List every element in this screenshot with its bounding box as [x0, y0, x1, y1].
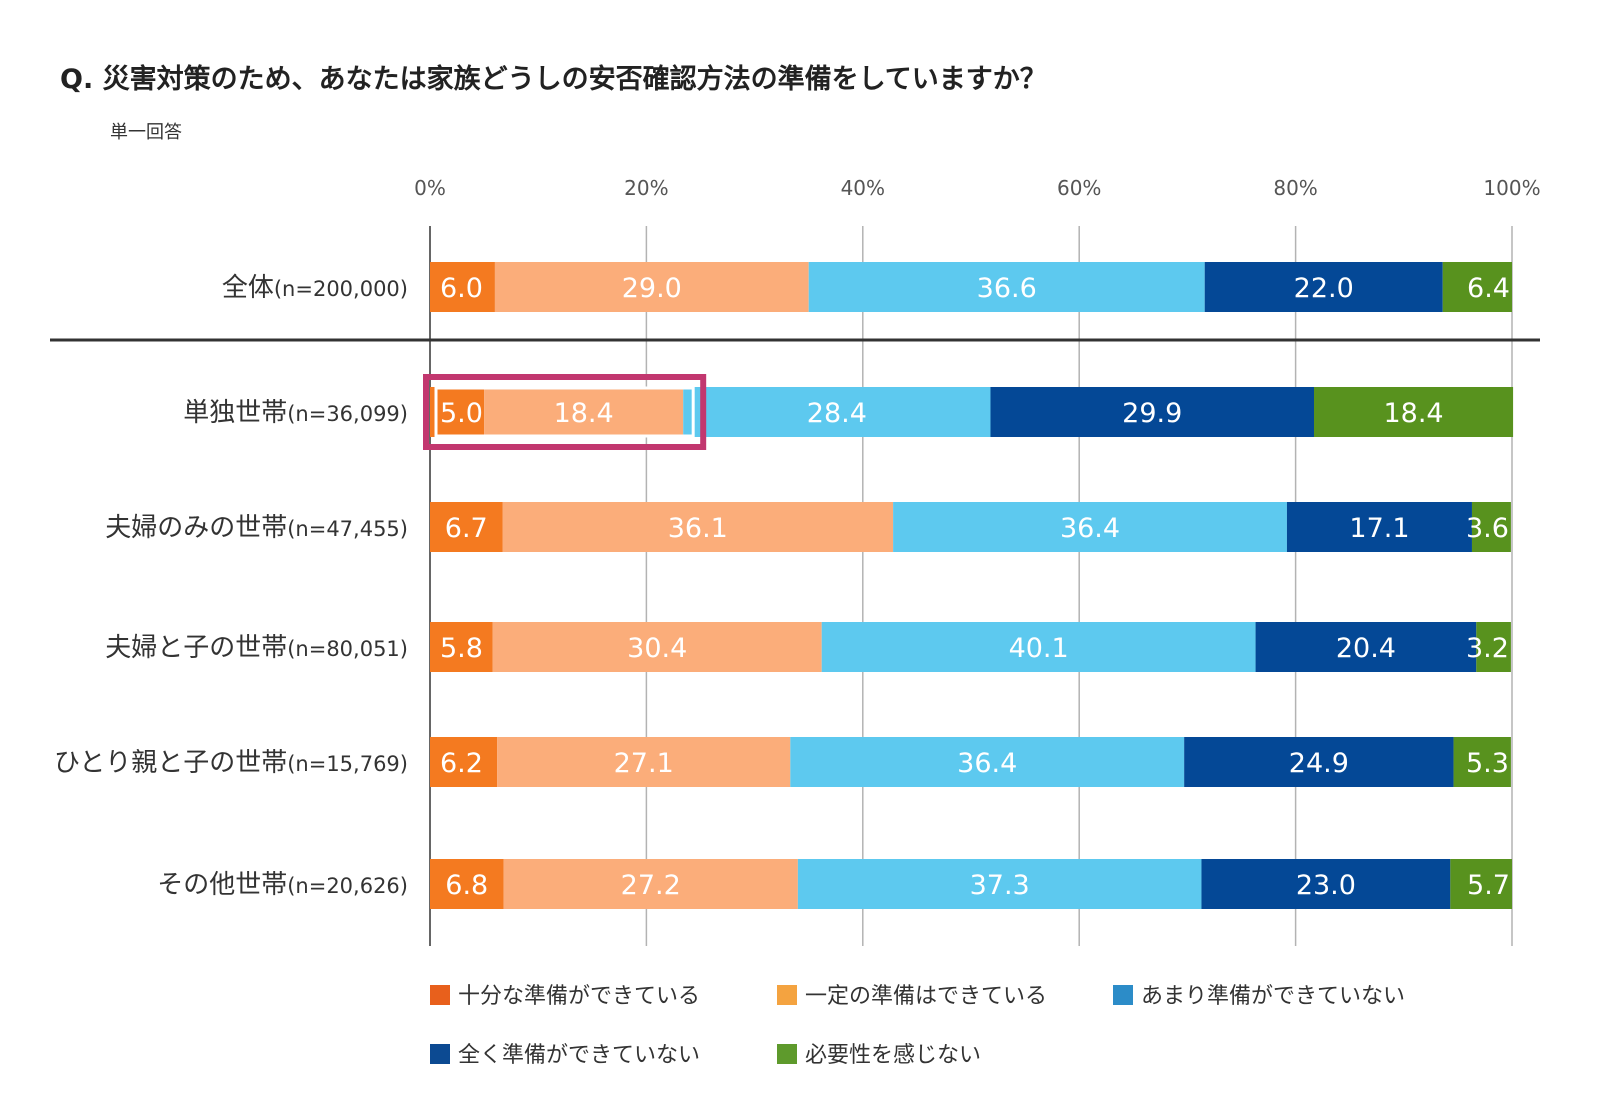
x-tick-label: 80% [1273, 176, 1317, 200]
legend-swatch [430, 985, 450, 1005]
bar-segment [790, 737, 1185, 787]
bars: 6.0 29.0 36.6 22.0 6.4 5.0 18.4 28.4 29.9 18.4 6.7… [430, 262, 1514, 909]
gridlines [429, 226, 1513, 946]
bar-segment [1476, 622, 1511, 672]
legend-label: 必要性を感じない [805, 1043, 981, 1068]
legend-swatch [777, 1044, 797, 1064]
data-label: 29.9 [1122, 398, 1182, 429]
legend-label: 十分な準備ができている [458, 984, 700, 1009]
data-label: 6.7 [445, 513, 488, 544]
bar-segment [484, 387, 684, 437]
bar-segment [494, 262, 809, 312]
x-axis-ticks: 0% 20% 40% 60% 80% 100% [414, 176, 1540, 200]
bar-segment [1204, 262, 1443, 312]
data-label: 5.8 [440, 633, 483, 664]
x-tick-label: 100% [1483, 176, 1540, 200]
bar-segment [492, 622, 822, 672]
bar-segment [821, 622, 1256, 672]
data-label: 18.4 [554, 398, 614, 429]
bar-segment [502, 502, 894, 552]
data-label: 24.9 [1289, 748, 1349, 779]
data-label: 5.3 [1466, 748, 1509, 779]
category-label: 全体(n=200,000) [222, 273, 408, 303]
bar-segment [808, 262, 1205, 312]
legend-label: あまり準備ができていない [1141, 984, 1405, 1009]
legend-label: 一定の準備はできている [805, 984, 1047, 1009]
data-label: 36.6 [977, 273, 1037, 304]
x-tick-label: 20% [624, 176, 668, 200]
data-label: 30.4 [627, 633, 687, 664]
data-label: 27.1 [614, 748, 674, 779]
x-tick-label: 40% [841, 176, 885, 200]
data-label: 40.1 [1009, 633, 1069, 664]
data-label: 20.4 [1336, 633, 1396, 664]
bar-segment [1184, 737, 1454, 787]
x-tick-label: 60% [1057, 176, 1101, 200]
bar-segment [1450, 859, 1512, 909]
data-label: 29.0 [622, 273, 682, 304]
data-label: 23.0 [1296, 870, 1356, 901]
legend-swatch [777, 985, 797, 1005]
bar-segment [990, 387, 1314, 437]
data-label: 37.3 [970, 870, 1030, 901]
bar-segment [1286, 502, 1472, 552]
bar-segment [430, 859, 504, 909]
bar-segment [1471, 502, 1511, 552]
bar-segment [1255, 622, 1477, 672]
data-label: 3.6 [1466, 513, 1509, 544]
category-label: 夫婦のみの世帯(n=47,455) [105, 513, 408, 543]
data-label: 6.2 [440, 748, 483, 779]
data-label: 36.4 [1060, 513, 1120, 544]
data-label: 22.0 [1294, 273, 1354, 304]
data-label: 36.4 [957, 748, 1017, 779]
bar-segment [430, 262, 495, 312]
data-label: 6.4 [1467, 273, 1510, 304]
x-tick-label: 0% [414, 176, 446, 200]
bar-segment [430, 737, 498, 787]
bar-segment [430, 387, 485, 437]
bar-segment [1201, 859, 1451, 909]
bar-segment [430, 622, 493, 672]
data-label: 5.7 [1467, 870, 1510, 901]
highlight-frame [423, 374, 707, 450]
bar-segment [797, 859, 1202, 909]
data-label: 3.2 [1466, 633, 1509, 664]
data-label: 36.1 [668, 513, 728, 544]
data-label: 6.8 [445, 870, 488, 901]
data-label: 17.1 [1349, 513, 1409, 544]
legend: 十分な準備ができている 一定の準備はできている あまり準備ができていない全く準備がで… [430, 984, 1405, 1068]
bar-segment [1313, 387, 1514, 437]
data-label: 5.0 [440, 398, 483, 429]
data-label: 18.4 [1383, 398, 1443, 429]
category-label: その他世帯(n=20,626) [157, 870, 408, 900]
bar-segment [430, 502, 503, 552]
bar-segment [683, 387, 991, 437]
highlight-inner-frame [434, 386, 695, 438]
bar-segment [503, 859, 798, 909]
legend-swatch [1113, 985, 1133, 1005]
category-label: 夫婦と子の世帯(n=80,051) [105, 633, 408, 663]
chart-subtitle: 単一回答 [110, 122, 182, 143]
chart-title: Q. 災害対策のため、あなたは家族どうしの安否確認方法の準備をしていますか？ [60, 63, 1047, 95]
category-label: ひとり親と子の世帯(n=15,769) [54, 748, 408, 778]
data-label: 6.0 [440, 273, 483, 304]
bar-segment [893, 502, 1287, 552]
bar-segment [497, 737, 791, 787]
legend-swatch [430, 1044, 450, 1064]
category-label: 単独世帯(n=36,099) [183, 398, 408, 428]
legend-label: 全く準備ができていない [458, 1043, 700, 1068]
data-label: 27.2 [621, 870, 681, 901]
bar-segment [1442, 262, 1512, 312]
bar-segment [1453, 737, 1511, 787]
category-labels: 全体(n=200,000) 単独世帯(n=36,099) 夫婦のみの世帯(n=47,… [54, 273, 408, 900]
data-label: 28.4 [807, 398, 867, 429]
highlight-box [423, 374, 707, 450]
